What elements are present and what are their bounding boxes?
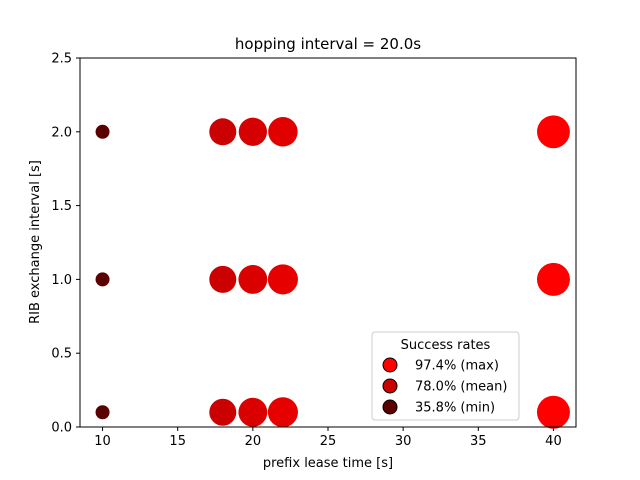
legend: Success rates 97.4% (max) 78.0% (mean) 35.8… (371, 331, 520, 421)
legend-entry-label: 78.0% (mean) (415, 380, 507, 395)
legend-title: Success rates (401, 338, 491, 353)
y-tick-label: 2.5 (51, 52, 72, 67)
x-tick-label: 30 (395, 434, 412, 449)
legend-marker (382, 378, 398, 394)
data-point (209, 118, 237, 146)
points-layer (95, 115, 570, 429)
data-point (95, 272, 110, 287)
data-point (536, 262, 570, 296)
data-point (238, 117, 267, 146)
y-tick-label: 1.5 (51, 199, 72, 214)
data-point (267, 397, 298, 428)
data-point (537, 115, 570, 149)
legend-box (371, 331, 520, 421)
y-tick-label: 2.0 (51, 125, 72, 140)
data-point (209, 398, 237, 426)
plot-area-frame (79, 57, 577, 428)
y-tick-label: 0.0 (51, 421, 72, 436)
legend-entry-label: 97.4% (max) (415, 359, 499, 374)
x-axis-label: prefix lease time [s] (263, 456, 393, 471)
chart-title: hopping interval = 20.0s (235, 35, 421, 53)
y-axis-label: RIB exchange interval [s] (28, 160, 43, 324)
legend-entry-label: 35.8% (min) (415, 401, 495, 416)
ticks-layer: 10 15 20 25 30 35 40 0.0 0.5 1.0 1.5 2.0 2.5 (51, 52, 561, 450)
data-point (238, 264, 268, 294)
x-tick-label: 15 (169, 434, 186, 449)
data-point (209, 265, 237, 293)
legend-marker (382, 399, 398, 415)
x-tick-label: 35 (470, 434, 487, 449)
y-tick-label: 0.5 (51, 347, 72, 362)
data-point (267, 264, 298, 295)
y-tick-label: 1.0 (51, 273, 72, 288)
x-tick-label: 10 (94, 434, 111, 449)
data-point (95, 405, 110, 420)
x-tick-label: 25 (320, 434, 337, 449)
data-point (536, 395, 570, 429)
data-point (268, 117, 298, 147)
legend-marker (382, 357, 398, 373)
x-tick-label: 40 (545, 434, 562, 449)
x-tick-label: 20 (245, 434, 262, 449)
data-point (95, 124, 110, 139)
data-point (238, 397, 268, 427)
